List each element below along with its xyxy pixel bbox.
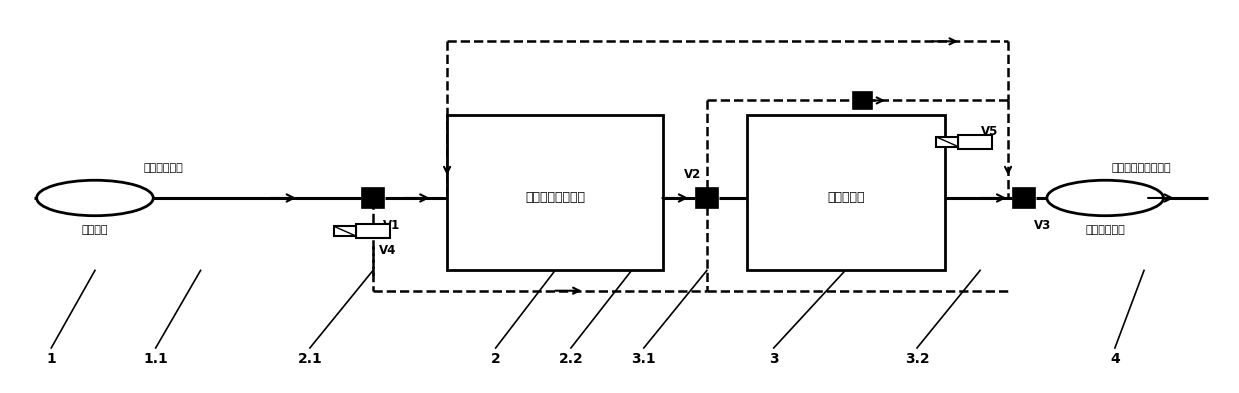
Text: 2.1: 2.1 <box>297 352 322 365</box>
Text: 3.1: 3.1 <box>632 352 657 365</box>
Bar <box>852 92 872 109</box>
Text: V1: V1 <box>383 219 400 232</box>
Circle shape <box>37 180 154 216</box>
Text: V5: V5 <box>981 125 999 138</box>
Text: 凝结水泵: 凝结水泵 <box>82 225 108 235</box>
Text: V2: V2 <box>684 168 701 181</box>
Bar <box>356 224 390 238</box>
Circle shape <box>1047 180 1163 216</box>
Bar <box>362 188 384 208</box>
Text: 3.2: 3.2 <box>904 352 929 365</box>
Text: 2: 2 <box>491 352 501 365</box>
Text: V3: V3 <box>1033 219 1051 232</box>
Bar <box>696 188 717 208</box>
Text: 2.2: 2.2 <box>559 352 584 365</box>
Bar <box>958 135 992 149</box>
Text: 1: 1 <box>46 352 56 365</box>
Text: 去轴对加热器凝结水: 去轴对加热器凝结水 <box>1111 163 1171 173</box>
Bar <box>1014 188 1035 208</box>
Text: 凝结水泵来水: 凝结水泵来水 <box>144 163 183 173</box>
Bar <box>747 115 945 270</box>
Text: 精密过滤器: 精密过滤器 <box>828 191 865 204</box>
Text: V6: V6 <box>847 125 865 138</box>
Text: 凝结水升压泵: 凝结水升压泵 <box>1085 225 1125 235</box>
Bar <box>937 137 958 147</box>
Text: 凝结水池处理系统: 凝结水池处理系统 <box>525 191 585 204</box>
Text: 4: 4 <box>1110 352 1120 365</box>
Bar <box>335 226 356 236</box>
Text: 3: 3 <box>769 352 778 365</box>
Bar <box>447 115 663 270</box>
Text: V4: V4 <box>379 244 396 257</box>
Text: 1.1: 1.1 <box>144 352 169 365</box>
